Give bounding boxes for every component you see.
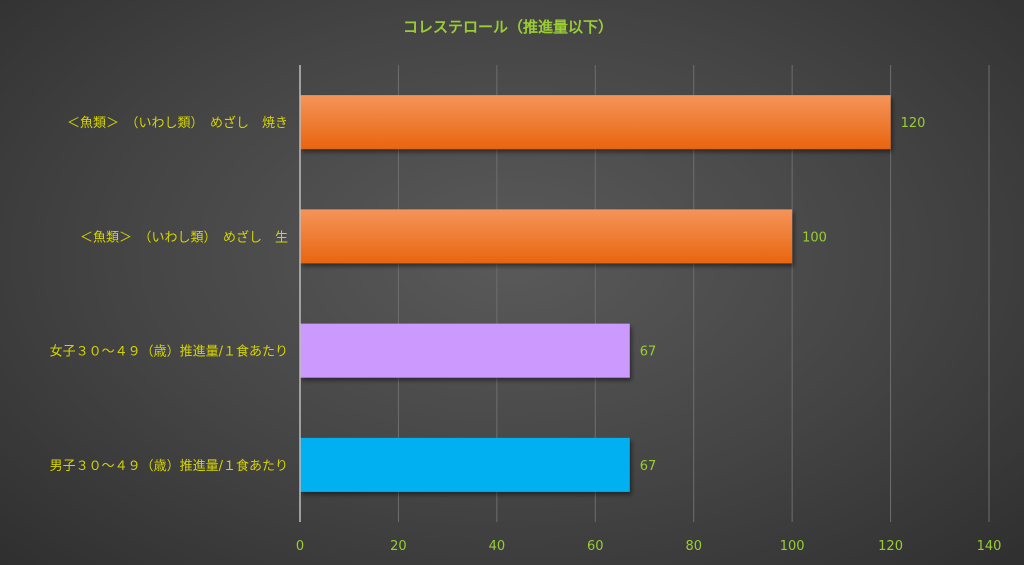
bar-4 — [300, 437, 630, 492]
labels: 0 20 40 60 80 100 120 140 120 ＜魚類＞ （いわし類） めざし 焼き 1… — [50, 115, 1002, 554]
data-label: 100 — [802, 230, 827, 245]
bar-1 — [300, 95, 891, 150]
category-label: 女子３０～４９（歳）推進量/１食あたり — [50, 344, 288, 360]
x-tick-label: 20 — [390, 539, 407, 554]
data-label: 67 — [640, 459, 657, 474]
x-tick-label: 100 — [780, 539, 805, 554]
x-tick-label: 0 — [296, 539, 304, 554]
category-label: ＜魚類＞ （いわし類） めざし 生 — [80, 229, 288, 245]
data-label: 120 — [901, 116, 926, 131]
bar-2 — [300, 209, 793, 264]
category-label: ＜魚類＞ （いわし類） めざし 焼き — [67, 115, 288, 131]
data-label: 67 — [640, 345, 657, 360]
bars — [300, 95, 891, 492]
chart-title: コレステロール（推進量以下） — [403, 18, 613, 36]
category-label: 男子３０～４９（歳）推進量/１食あたり — [50, 458, 288, 474]
x-tick-label: 120 — [878, 539, 903, 554]
x-tick-label: 60 — [587, 539, 604, 554]
x-tick-label: 40 — [489, 539, 506, 554]
bar-3 — [300, 323, 630, 378]
x-tick-label: 80 — [685, 539, 702, 554]
x-tick-label: 140 — [977, 539, 1002, 554]
